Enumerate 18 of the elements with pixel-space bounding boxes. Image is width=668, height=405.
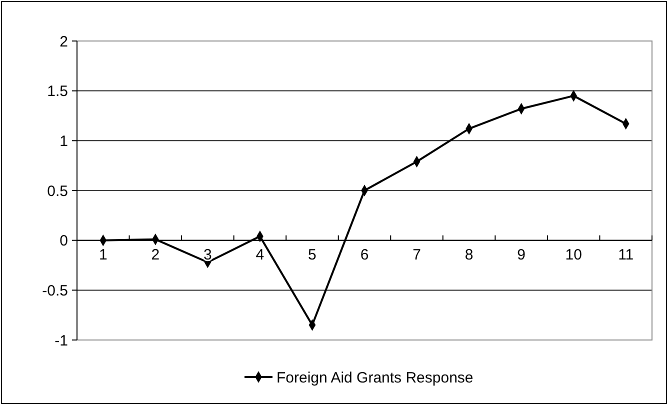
x-tick-label: 9 (517, 246, 526, 264)
x-tick-label: 7 (412, 246, 421, 264)
y-tick-label: 1 (60, 132, 68, 150)
x-tick-label: 4 (256, 246, 264, 264)
x-tick-label: 2 (151, 246, 160, 264)
x-tick-label: 11 (618, 246, 634, 264)
legend-label: Foreign Aid Grants Response (276, 369, 474, 386)
y-tick-label: -1 (54, 332, 68, 350)
x-tick-label: 1 (98, 246, 108, 264)
y-tick-label: 2 (60, 33, 68, 50)
y-tick-label: 0 (60, 232, 68, 250)
y-tick-label: 0.5 (47, 182, 68, 200)
y-tick-label: 1.5 (47, 83, 68, 100)
x-tick-label: 8 (464, 246, 474, 264)
y-tick-label: -0.5 (42, 282, 68, 300)
x-tick-label: 6 (360, 246, 369, 264)
x-tick-label: 10 (565, 246, 582, 264)
x-tick-label: 5 (308, 246, 316, 264)
